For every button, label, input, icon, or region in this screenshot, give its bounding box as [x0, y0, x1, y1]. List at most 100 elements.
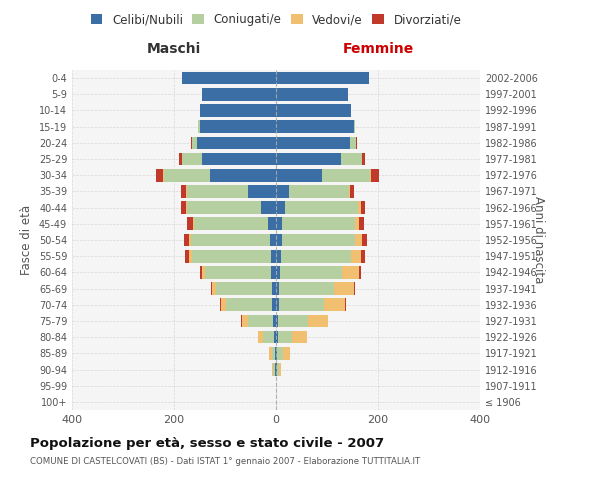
- Bar: [276, 218, 282, 230]
- Bar: [197, 136, 276, 149]
- Bar: [276, 298, 279, 311]
- Bar: [260, 202, 276, 214]
- Bar: [191, 136, 192, 149]
- Bar: [276, 88, 349, 101]
- Bar: [182, 72, 276, 85]
- Bar: [276, 234, 282, 246]
- Bar: [361, 202, 365, 214]
- Bar: [276, 314, 278, 328]
- Bar: [187, 185, 248, 198]
- Bar: [210, 169, 276, 181]
- Bar: [274, 314, 276, 328]
- Bar: [342, 266, 359, 278]
- Text: Maschi: Maschi: [147, 42, 201, 56]
- Bar: [155, 169, 163, 181]
- Legend: Celibi/Nubili, Coniugati/e, Vedovi/e, Divorziati/e: Celibi/Nubili, Coniugati/e, Vedovi/e, Di…: [86, 8, 466, 31]
- Bar: [361, 250, 365, 262]
- Bar: [276, 282, 279, 295]
- Bar: [324, 298, 346, 311]
- Bar: [371, 169, 379, 181]
- Bar: [276, 202, 285, 214]
- Bar: [248, 314, 274, 328]
- Bar: [353, 120, 355, 133]
- Bar: [292, 331, 307, 344]
- Bar: [276, 331, 278, 344]
- Bar: [359, 266, 361, 278]
- Bar: [272, 298, 276, 311]
- Bar: [278, 314, 308, 328]
- Bar: [356, 136, 357, 149]
- Bar: [186, 202, 187, 214]
- Text: COMUNE DI CASTELCOVATI (BS) - Dati ISTAT 1° gennaio 2007 - Elaborazione TUTTITAL: COMUNE DI CASTELCOVATI (BS) - Dati ISTAT…: [30, 457, 420, 466]
- Bar: [350, 136, 356, 149]
- Bar: [274, 331, 276, 344]
- Bar: [212, 282, 216, 295]
- Bar: [199, 120, 276, 133]
- Bar: [281, 250, 352, 262]
- Bar: [274, 363, 275, 376]
- Bar: [308, 314, 328, 328]
- Text: Popolazione per età, sesso e stato civile - 2007: Popolazione per età, sesso e stato civil…: [30, 438, 384, 450]
- Bar: [277, 363, 278, 376]
- Bar: [355, 234, 362, 246]
- Bar: [216, 282, 272, 295]
- Bar: [285, 202, 358, 214]
- Bar: [334, 282, 353, 295]
- Bar: [192, 136, 197, 149]
- Bar: [271, 266, 276, 278]
- Bar: [362, 234, 367, 246]
- Bar: [202, 88, 276, 101]
- Bar: [272, 347, 275, 360]
- Bar: [263, 331, 274, 344]
- Bar: [322, 169, 370, 181]
- Bar: [248, 185, 276, 198]
- Bar: [358, 202, 361, 214]
- Bar: [194, 218, 268, 230]
- Bar: [279, 298, 324, 311]
- Bar: [276, 169, 322, 181]
- Bar: [226, 298, 272, 311]
- Bar: [272, 363, 274, 376]
- Bar: [276, 185, 289, 198]
- Bar: [242, 314, 248, 328]
- Bar: [270, 234, 276, 246]
- Bar: [164, 169, 210, 181]
- Bar: [352, 250, 361, 262]
- Bar: [278, 331, 292, 344]
- Bar: [199, 266, 202, 278]
- Bar: [202, 266, 205, 278]
- Bar: [182, 152, 202, 166]
- Bar: [187, 202, 260, 214]
- Bar: [257, 331, 263, 344]
- Bar: [282, 234, 355, 246]
- Bar: [187, 218, 193, 230]
- Y-axis label: Anni di nascita: Anni di nascita: [532, 196, 545, 284]
- Bar: [202, 152, 276, 166]
- Bar: [283, 347, 290, 360]
- Bar: [190, 234, 191, 246]
- Bar: [279, 282, 334, 295]
- Bar: [370, 169, 371, 181]
- Bar: [362, 152, 365, 166]
- Bar: [276, 250, 281, 262]
- Bar: [185, 250, 190, 262]
- Bar: [275, 347, 276, 360]
- Bar: [341, 152, 362, 166]
- Bar: [276, 120, 353, 133]
- Bar: [269, 347, 272, 360]
- Bar: [205, 266, 271, 278]
- Bar: [276, 152, 341, 166]
- Bar: [272, 282, 276, 295]
- Bar: [179, 152, 182, 166]
- Bar: [181, 185, 186, 198]
- Bar: [278, 363, 281, 376]
- Bar: [276, 136, 350, 149]
- Bar: [276, 104, 352, 117]
- Bar: [268, 218, 276, 230]
- Bar: [193, 218, 194, 230]
- Bar: [181, 202, 186, 214]
- Bar: [184, 234, 190, 246]
- Bar: [349, 185, 350, 198]
- Bar: [271, 250, 276, 262]
- Bar: [277, 347, 283, 360]
